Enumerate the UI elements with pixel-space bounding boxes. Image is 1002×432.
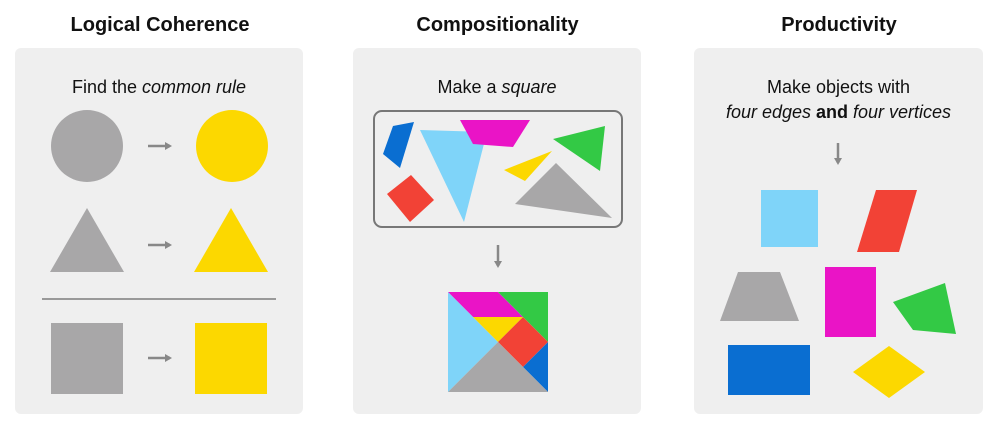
green-piece [553, 126, 605, 171]
caption-productivity: Make objects with four edges and four ve… [694, 75, 983, 125]
gray-trapezoid [720, 272, 799, 321]
tangram-blue [523, 342, 548, 392]
pieces-box [373, 110, 623, 228]
caption-italic: square [501, 77, 557, 97]
caption-bold-and: and [811, 102, 854, 122]
yellow-rhombus [853, 346, 925, 398]
red-parallelogram [857, 190, 917, 252]
gray-circle [51, 110, 123, 182]
caption-compositionality: Make a square [353, 75, 641, 100]
caption-plain: Find the [71, 77, 142, 97]
title-productivity: Productivity [781, 14, 897, 36]
yellow-piece [504, 151, 552, 181]
red-piece [387, 175, 434, 222]
tangram-yellow [473, 317, 523, 342]
yellow-circle [196, 110, 268, 182]
magenta-rectangle [825, 267, 876, 337]
caption-italic: common rule [142, 77, 247, 97]
cyan-piece [420, 130, 487, 222]
tangram-gray [448, 342, 548, 392]
caption-plain: Make a [437, 77, 502, 97]
caption-italic-edges: four edges [725, 102, 811, 122]
blue-piece [383, 122, 414, 168]
cyan-square [761, 190, 818, 247]
yellow-square [195, 323, 267, 394]
title-compositionality: Compositionality [416, 14, 579, 36]
magenta-piece [460, 120, 530, 147]
gray-triangle [50, 208, 124, 272]
tangram-cyan [448, 292, 498, 392]
yellow-triangle [194, 208, 268, 272]
green-quadrilateral [893, 283, 956, 334]
title-logical-coherence: Logical Coherence [70, 14, 250, 36]
gray-piece [515, 163, 612, 218]
caption-line2: four edges and four vertices [694, 100, 983, 125]
gray-square [51, 323, 123, 394]
blue-rectangle [728, 345, 810, 395]
caption-line1: Make objects with [766, 77, 911, 97]
caption-logical-coherence: Find the common rule [15, 75, 303, 100]
caption-italic-vertices: four vertices [853, 102, 952, 122]
